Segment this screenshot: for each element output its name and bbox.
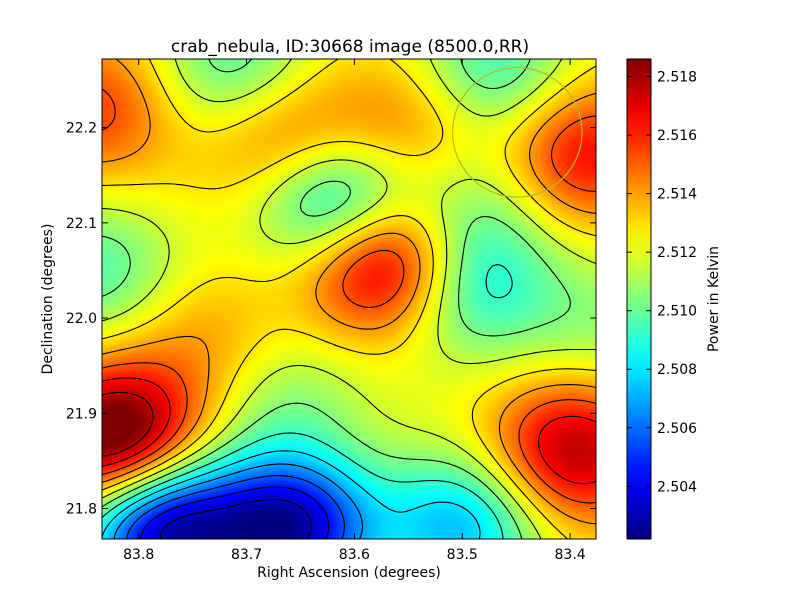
x-axis-label: Right Ascension (degrees) xyxy=(257,565,441,581)
colorbar-tick-label: 2.514 xyxy=(657,187,697,203)
colorbar-tick-label: 2.516 xyxy=(657,128,697,144)
contour-line xyxy=(160,498,313,540)
contour-line xyxy=(101,88,597,504)
contour-line xyxy=(101,377,597,485)
colorbar-tick-label: 2.518 xyxy=(657,70,697,86)
contour-line xyxy=(101,264,513,540)
contour-line xyxy=(101,58,597,525)
y-tick-label: 22.0 xyxy=(66,311,97,327)
colorbar-label: Power in Kelvin xyxy=(706,246,722,352)
x-tick-label: 83.8 xyxy=(123,547,154,563)
colorbar-tick-label: 2.512 xyxy=(657,245,697,261)
y-tick-label: 21.8 xyxy=(66,502,97,518)
y-axis-label: Declination (degrees) xyxy=(40,224,56,375)
contour-line xyxy=(101,58,571,540)
plot-frame xyxy=(101,58,597,540)
contour-line xyxy=(125,475,346,540)
x-axis: 83.8 83.7 83.6 83.5 83.4 xyxy=(123,59,586,563)
y-tick-label: 22.1 xyxy=(66,216,97,232)
colorbar-tick-label: 2.508 xyxy=(657,362,697,378)
colorbar-axis: 2.504 2.506 2.508 2.510 2.512 2.514 2.516 2.518 xyxy=(627,70,697,495)
y-tick-label: 21.9 xyxy=(66,406,97,422)
contour-line xyxy=(101,450,481,540)
y-axis: 21.8 21.9 22.0 22.1 22.2 xyxy=(66,121,596,518)
x-tick-label: 83.6 xyxy=(339,547,370,563)
colorbar-tick-label: 2.506 xyxy=(657,421,697,437)
x-tick-label: 83.4 xyxy=(555,547,586,563)
colorbar-tick-label: 2.504 xyxy=(657,479,697,495)
chart-title: crab_nebula, ID:30668 image (8500.0,RR) xyxy=(171,37,529,57)
colorbar-tick-label: 2.510 xyxy=(657,304,697,320)
contour-line xyxy=(140,486,330,540)
x-tick-label: 83.5 xyxy=(447,547,478,563)
y-tick-label: 22.2 xyxy=(66,121,97,137)
contour-line xyxy=(101,58,597,540)
contour-lines xyxy=(101,58,597,540)
colorbar xyxy=(626,58,652,540)
contour-line xyxy=(113,463,364,540)
x-tick-label: 83.7 xyxy=(231,547,262,563)
beam-circle xyxy=(451,67,583,198)
